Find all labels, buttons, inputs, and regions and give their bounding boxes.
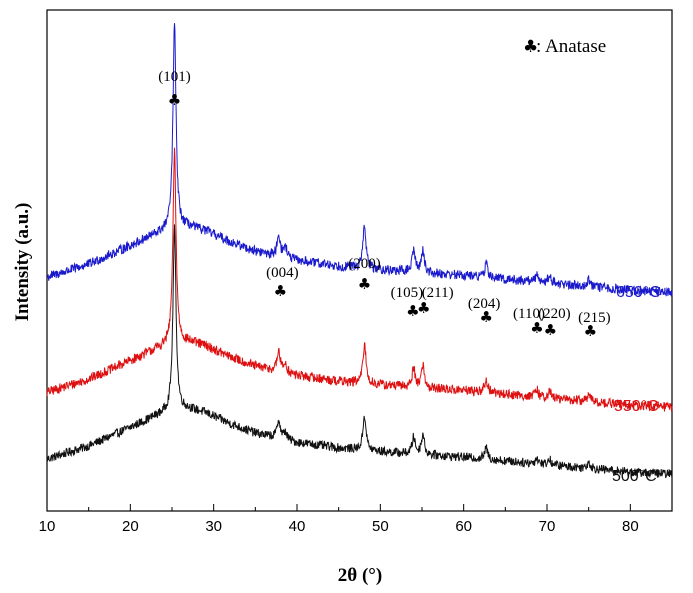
series-label: 500°C — [612, 468, 657, 485]
anatase-marker-icon: ♣ — [479, 308, 492, 326]
peak-label: (110) — [513, 306, 545, 322]
peak-label: (101) — [158, 69, 191, 85]
y-axis-title: Intensity (a.u.) — [12, 203, 33, 322]
anatase-marker-icon: ♣ — [274, 282, 287, 300]
peak-label: (220) — [538, 306, 571, 322]
peak-label: (105) — [391, 285, 424, 301]
x-tick-label: 30 — [205, 518, 222, 535]
legend: ♣ : Anatase — [523, 36, 606, 57]
x-axis-ticks: 10 20 30 40 50 60 70 80 — [39, 504, 639, 535]
peak-label: (215) — [578, 310, 611, 326]
series-label: 650°C — [616, 284, 661, 301]
anatase-marker-icon: ♣ — [544, 321, 557, 339]
peak-label: (211) — [422, 285, 454, 301]
anatase-marker-icon: ♣ — [358, 275, 371, 293]
series-line-650 — [46, 23, 673, 298]
anatase-marker-icon: ♣ — [530, 319, 543, 337]
x-tick-label: 70 — [539, 518, 556, 535]
x-tick-label: 40 — [289, 518, 306, 535]
series-layer: 650°C 550°C 500°C — [46, 23, 673, 485]
plot-frame — [46, 9, 673, 512]
series-line-550 — [46, 147, 673, 412]
peak-label: (200) — [348, 256, 381, 272]
x-tick-label: 20 — [122, 518, 139, 535]
anatase-marker-icon: ♣ — [168, 91, 181, 109]
x-tick-label: 80 — [622, 518, 639, 535]
anatase-marker-icon: ♣ — [584, 322, 597, 340]
x-axis-title: 2θ (°) — [338, 565, 382, 586]
annotation-layer: (101)♣(004)♣(200)♣ (105)♣(211)♣ (204)♣ (110… — [158, 69, 610, 340]
series-label: 550°C — [614, 398, 659, 415]
legend-marker-icon: ♣ — [523, 37, 538, 57]
legend-text: : Anatase — [536, 36, 606, 57]
anatase-marker-icon: ♣ — [417, 299, 430, 317]
peak-label: (004) — [266, 265, 299, 281]
peak-label: (204) — [468, 296, 501, 312]
series-line-500 — [46, 224, 673, 479]
x-tick-label: 50 — [372, 518, 389, 535]
anatase-marker-icon: ♣ — [406, 302, 419, 320]
x-tick-label: 60 — [455, 518, 472, 535]
x-tick-label: 10 — [39, 518, 56, 535]
